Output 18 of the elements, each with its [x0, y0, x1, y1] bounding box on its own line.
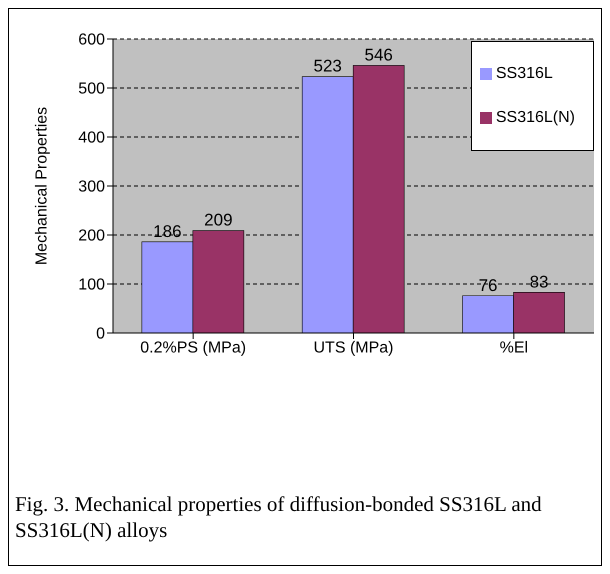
- x-tick-label: UTS (MPa): [314, 339, 394, 356]
- y-tick-label: 300: [78, 178, 106, 196]
- legend-label: SS316L(N): [496, 109, 575, 126]
- y-tick-label: 600: [78, 32, 106, 49]
- y-tick-label: 400: [78, 130, 106, 147]
- y-tick-label: 0: [96, 326, 106, 343]
- caption: Fig. 3. Mechanical properties of diffusion-bonded SS316L and SS316L(N) alloys: [15, 491, 543, 543]
- y-tick-label: 200: [78, 228, 106, 245]
- x-tick-label: %El: [500, 339, 528, 356]
- data-label: 83: [530, 272, 548, 292]
- data-label: 523: [314, 56, 342, 76]
- data-label: 546: [364, 45, 393, 64]
- y-axis-title: Mechanical Properties: [34, 106, 51, 266]
- data-label: 209: [204, 210, 233, 230]
- y-tick-label: 500: [78, 80, 106, 98]
- x-tick-label: 0.2%PS (MPa): [140, 339, 246, 356]
- legend-label: SS316L: [496, 65, 553, 82]
- y-tick-label: 100: [78, 276, 106, 294]
